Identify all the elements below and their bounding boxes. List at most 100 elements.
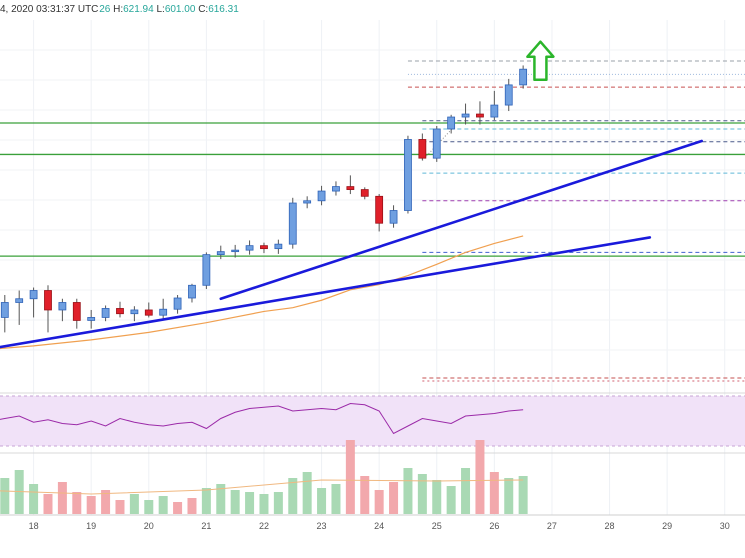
bull-candle	[130, 306, 139, 322]
candle-body	[58, 302, 67, 311]
volume-bar	[115, 500, 125, 514]
header-date: 4, 2020 03:31:37 UTC	[0, 4, 99, 15]
candle-body	[404, 139, 412, 211]
candle-body	[360, 189, 369, 197]
volume-bar	[57, 482, 67, 514]
header-close-value: 616.31	[208, 4, 239, 15]
candle-body	[216, 251, 225, 256]
header-high-label: H:	[113, 4, 124, 15]
x-tick-label: 27	[547, 521, 557, 531]
volume-bar	[317, 488, 327, 514]
bull-candle	[461, 103, 470, 125]
volume-bars	[0, 440, 528, 514]
candle-body	[389, 210, 398, 224]
reference-levels	[0, 60, 745, 382]
volume-bar	[403, 468, 413, 514]
candle-body	[332, 186, 340, 192]
candle-body	[346, 186, 355, 190]
bull-candle	[274, 239, 283, 254]
ma-line	[0, 235, 524, 350]
candle-body	[159, 308, 168, 316]
rsi-line	[0, 402, 524, 435]
volume-bar	[29, 484, 39, 514]
volume-bar	[72, 492, 82, 514]
rsi-polyline	[0, 402, 524, 435]
bear-candle	[418, 133, 427, 161]
trend-lines	[0, 139, 703, 349]
volume-bar	[432, 480, 442, 514]
bull-candle	[216, 245, 225, 260]
bull-candle	[0, 295, 9, 333]
volume-bar	[288, 478, 298, 514]
trend-line	[0, 236, 652, 349]
candle-body	[504, 84, 513, 106]
candle-body	[130, 309, 139, 315]
bull-candle	[29, 287, 38, 318]
x-tick-label: 28	[605, 521, 615, 531]
volume-bar	[230, 490, 240, 514]
bull-candle	[58, 298, 67, 322]
volume-bar	[129, 494, 139, 514]
volume-bar	[43, 494, 53, 514]
bear-candle	[346, 175, 355, 195]
candle-body	[461, 113, 470, 118]
volume-bar	[331, 484, 341, 514]
volume-bar	[245, 492, 255, 514]
volume-bar	[504, 478, 514, 514]
candle-body	[116, 308, 124, 315]
volume-bar	[489, 472, 499, 514]
x-tick-label: 20	[144, 521, 154, 531]
ohlc-header: 4, 2020 03:31:37 UTC 26 H:621.94 L:601.0…	[0, 4, 239, 15]
volume-bar	[201, 488, 211, 514]
bear-candle	[360, 187, 369, 200]
x-tick-label: 24	[374, 521, 384, 531]
volume-bar	[518, 476, 528, 514]
x-axis: 18 19 20 21 22 23 24 25 26 27 28 29 30	[29, 521, 730, 531]
volume-bar	[273, 492, 283, 514]
bull-candle	[490, 90, 499, 121]
candle-body	[72, 302, 81, 321]
candle-body	[418, 139, 427, 159]
candle-body	[87, 317, 96, 321]
candle-body	[231, 249, 240, 253]
volume-bar	[158, 496, 168, 514]
candle-body	[303, 200, 312, 204]
volume-ma-line	[0, 479, 524, 495]
volume-bar	[86, 496, 96, 514]
candle-body	[476, 113, 484, 118]
volume-bar	[216, 484, 226, 514]
x-tick-label: 26	[489, 521, 499, 531]
candle-body	[288, 202, 297, 245]
bull-candle	[202, 252, 211, 290]
volume-bar	[417, 474, 427, 514]
candle-body	[0, 302, 9, 318]
candle-body	[15, 298, 24, 303]
volume-bar	[475, 440, 485, 514]
volume-bar	[389, 482, 399, 514]
candle-body	[274, 243, 283, 250]
bull-candle	[231, 244, 240, 258]
bull-candle	[519, 65, 528, 89]
volume-bar	[345, 440, 355, 514]
volume-bar	[360, 476, 370, 514]
x-tick-label: 19	[86, 521, 96, 531]
bull-candle	[288, 197, 297, 249]
bull-candle	[159, 298, 168, 319]
volume-bar	[144, 500, 154, 514]
candle-body	[490, 104, 499, 118]
x-tick-label: 18	[29, 521, 39, 531]
rsi-band-fill	[0, 396, 745, 446]
up-arrow-icon	[526, 40, 555, 81]
candle-body	[29, 290, 38, 300]
candlesticks	[0, 65, 528, 333]
candle-body	[519, 68, 528, 86]
bear-candle	[72, 298, 81, 329]
bull-candle	[15, 290, 24, 325]
volume-bar	[173, 502, 183, 514]
bear-candle	[116, 301, 124, 318]
volume-bar	[259, 494, 269, 514]
bull-candle	[332, 181, 340, 196]
volume-bar	[461, 468, 471, 514]
x-tick-label: 23	[317, 521, 327, 531]
